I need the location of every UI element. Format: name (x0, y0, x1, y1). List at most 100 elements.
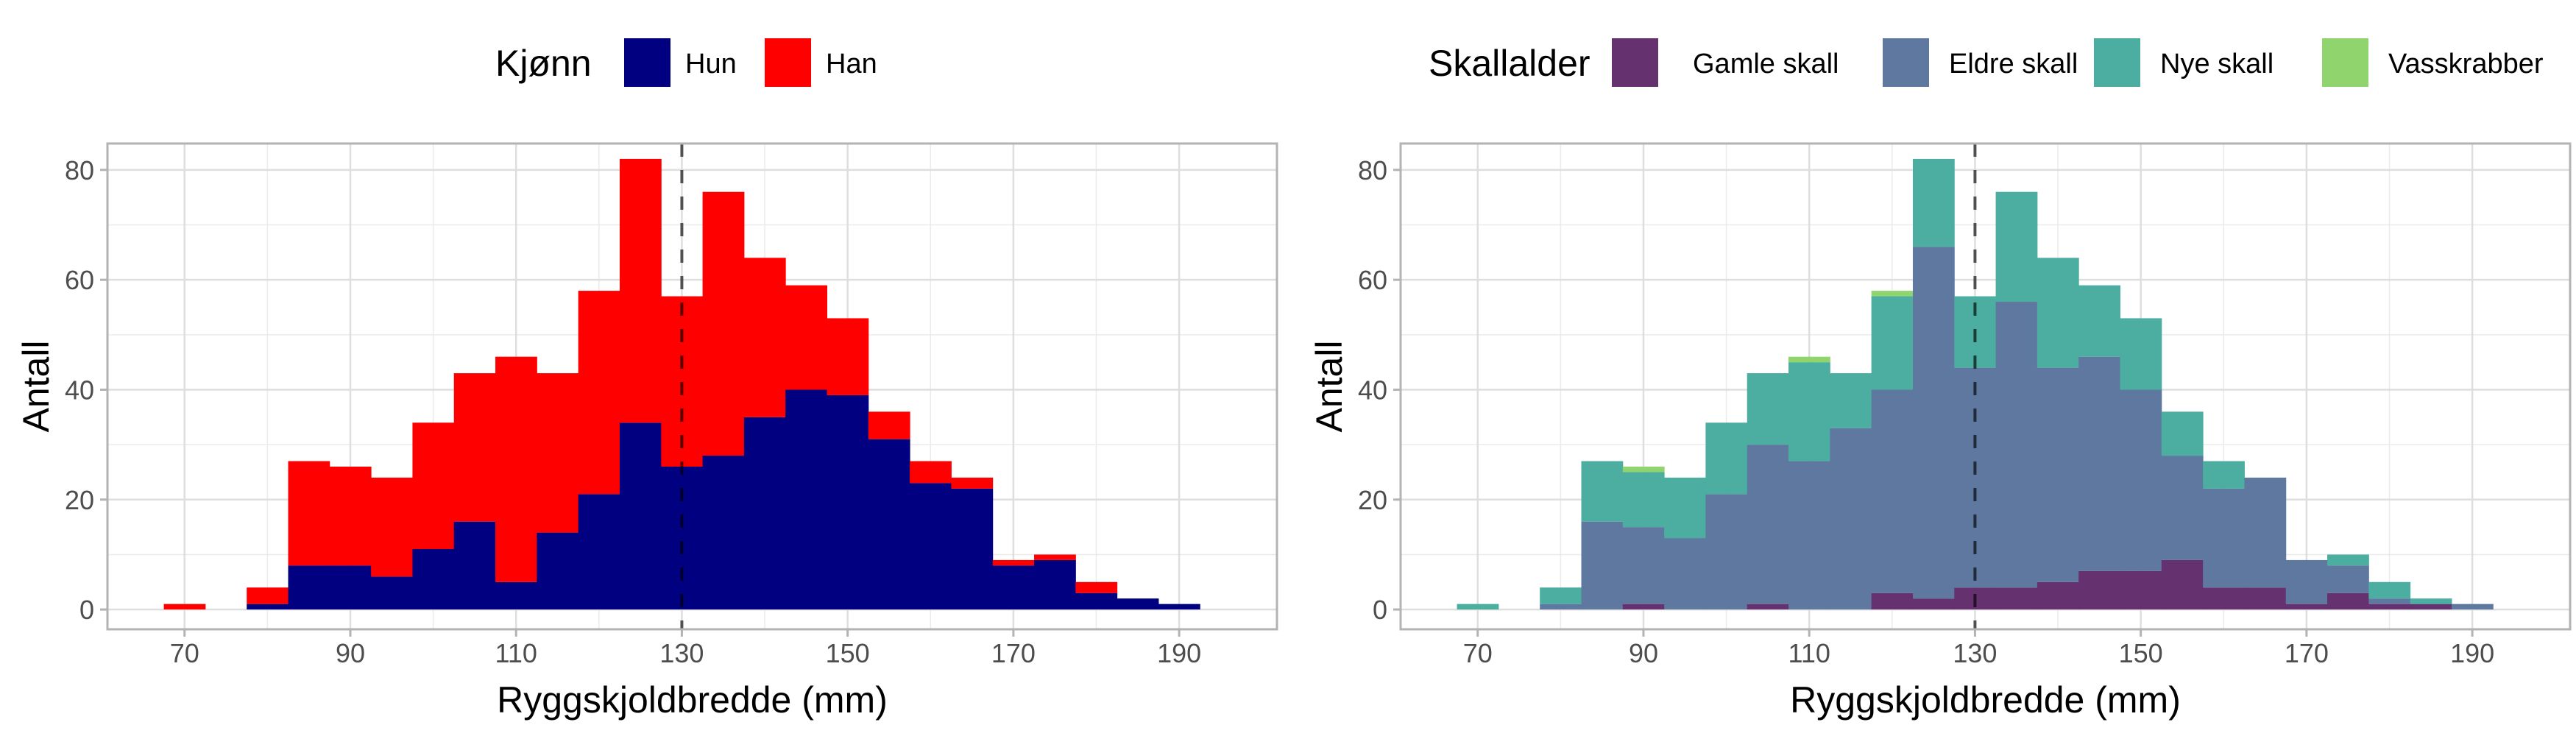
bar-eldre-skall (2037, 367, 2079, 582)
x-tick-label: 110 (495, 638, 537, 668)
bar-han (371, 477, 413, 577)
x-tick-label: 90 (1629, 638, 1658, 668)
bar-hun (371, 576, 413, 610)
y-tick-label: 0 (79, 595, 94, 625)
bar-eldre-skall (2368, 598, 2411, 604)
bar-han (702, 191, 745, 456)
bar-hun (578, 494, 620, 610)
bar-eldre-skall (1540, 604, 1582, 610)
bar-han (1034, 554, 1076, 560)
bar-gamle-skall (2203, 587, 2245, 610)
bar-hun (453, 521, 496, 610)
y-tick-label: 0 (1373, 595, 1387, 625)
bar-nye-skall (2368, 581, 2411, 599)
bar-hun (951, 488, 994, 610)
legend-label: Han (826, 49, 877, 79)
bar-eldre-skall (2161, 456, 2204, 560)
bar-hun (743, 417, 786, 610)
bar-eldre-skall (2203, 488, 2245, 588)
bar-eldre-skall (2120, 389, 2162, 571)
bar-gamle-skall (1871, 592, 1914, 610)
bar-hun (1034, 559, 1076, 610)
bar-eldre-skall (1581, 521, 1624, 610)
bar-han (868, 411, 910, 439)
bar-han (619, 158, 662, 423)
bar-han (495, 356, 537, 582)
bar-han (247, 587, 289, 604)
bar-nye-skall (2327, 554, 2369, 566)
x-tick-label: 110 (1788, 638, 1830, 668)
legend-title: Kjønn (495, 43, 592, 84)
bar-nye-skall (1912, 158, 1955, 247)
bar-hun (702, 456, 745, 610)
bar-hun (827, 394, 869, 610)
bar-eldre-skall (1912, 247, 1955, 599)
x-axis-title: Ryggskjoldbredde (mm) (1790, 679, 2181, 721)
bar-eldre-skall (1995, 302, 2038, 588)
x-tick-label: 130 (1953, 638, 1997, 668)
x-tick-label: 70 (1463, 638, 1493, 668)
x-tick-label: 170 (991, 638, 1036, 668)
bar-eldre-skall (2244, 477, 2287, 588)
bar-nye-skall (2203, 461, 2245, 489)
legend-label: Vasskrabber (2388, 49, 2544, 79)
y-tick-label: 20 (65, 485, 94, 515)
bar-hun (910, 483, 952, 610)
legend-key-vasskrabber (2322, 38, 2368, 87)
x-tick-label: 150 (2119, 638, 2163, 668)
bar-hun (992, 565, 1035, 610)
bar-eldre-skall (2327, 565, 2369, 593)
legend-key-nye-skall (2094, 38, 2140, 87)
bar-nye-skall (2078, 285, 2120, 357)
bar-nye-skall (2037, 258, 2079, 368)
bar-nye-skall (1747, 373, 1789, 445)
plot-border (106, 142, 1278, 631)
bar-han (1075, 581, 1118, 593)
bar-gamle-skall (2368, 604, 2411, 610)
bar-hun (785, 389, 827, 610)
bar-han (992, 559, 1035, 566)
bar-han (329, 467, 372, 566)
bar-hun (247, 604, 289, 610)
bar-gamle-skall (2327, 592, 2369, 610)
bar-hun (1158, 604, 1200, 610)
bar-han (743, 258, 786, 417)
panel-kjonn: 0 20 40 60 80 70 90 110 130 150 170 190 Ryggskjoldbr… (15, 38, 1278, 721)
bar-nye-skall (1995, 191, 2038, 302)
panel-skallalder: 0 20 40 60 80 70 90 110 130 150 170 190 Ryggskjoldbr… (1309, 38, 2572, 721)
bar-nye-skall (1664, 477, 1706, 539)
bar-nye-skall (1705, 422, 1748, 495)
bar-nye-skall (1871, 296, 1914, 390)
y-tick-label: 40 (65, 375, 94, 405)
bar-gamle-skall (1747, 604, 1789, 610)
bar-nye-skall (2120, 318, 2162, 390)
bar-han (288, 461, 330, 566)
bar-han (578, 291, 620, 495)
plot-border (1399, 142, 2572, 631)
legend-key-han (765, 38, 811, 87)
x-tick-label: 190 (1157, 638, 1201, 668)
bar-nye-skall (1540, 587, 1582, 604)
legend-key-gamle-skall (1612, 38, 1658, 87)
bar-gamle-skall (1995, 587, 2038, 610)
y-axis-title: Antall (15, 340, 57, 432)
bar-eldre-skall (2285, 559, 2328, 604)
x-tick-label: 190 (2450, 638, 2494, 668)
legend-key-hun (624, 38, 670, 87)
bar-vasskrabber (1871, 291, 1914, 297)
bar-nye-skall (1830, 373, 1872, 428)
bar-gamle-skall (2120, 570, 2162, 610)
y-tick-label: 60 (65, 265, 94, 295)
bar-eldre-skall (1788, 461, 1830, 610)
bar-nye-skall (1457, 604, 1499, 610)
legend-title: Skallalder (1429, 43, 1590, 84)
bar-eldre-skall (1664, 538, 1706, 610)
bar-han (453, 373, 496, 522)
bar-vasskrabber (1788, 356, 1830, 363)
bar-hun (412, 548, 455, 610)
bar-nye-skall (2410, 598, 2452, 604)
bar-han (910, 461, 952, 484)
bar-gamle-skall (2285, 604, 2328, 610)
y-axis-title: Antall (1309, 340, 1350, 432)
bar-han (163, 604, 206, 610)
